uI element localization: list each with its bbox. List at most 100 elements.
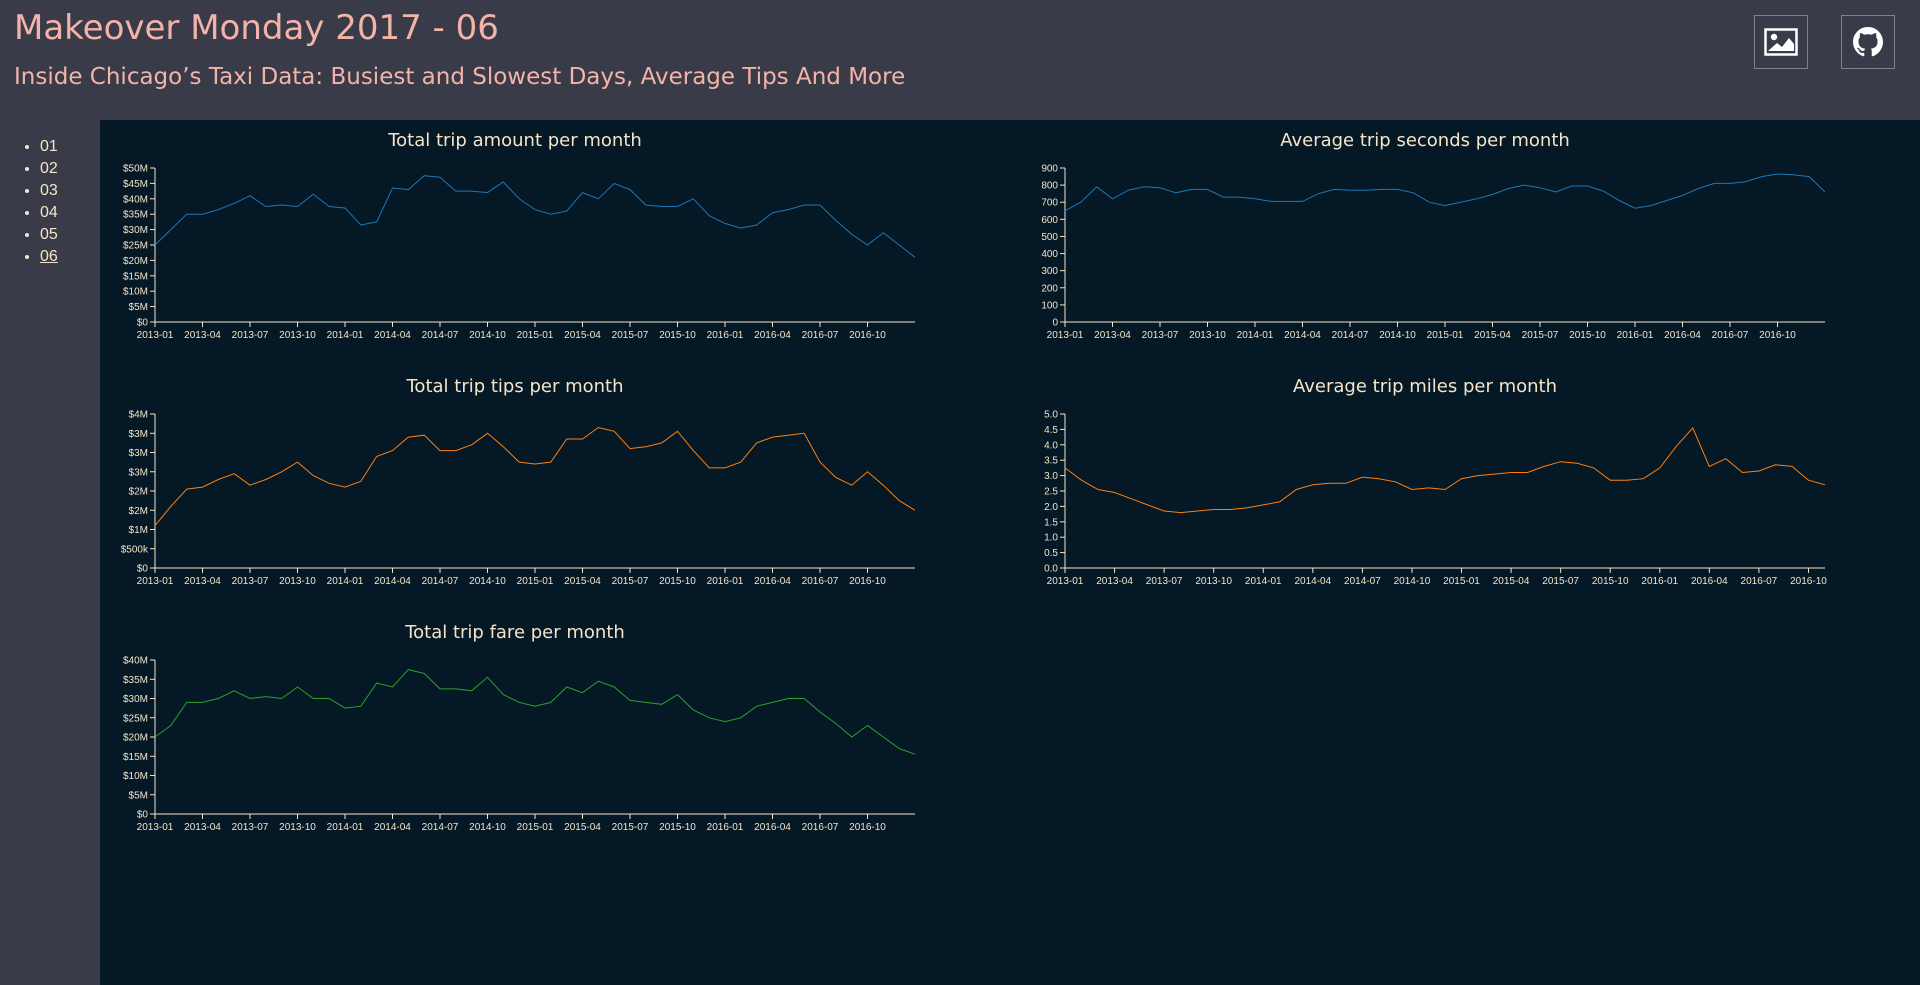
y-tick-label: 4.0 — [1044, 440, 1058, 451]
x-tick-label: 2015-01 — [1427, 330, 1464, 341]
x-tick-label: 2016-07 — [1741, 576, 1778, 587]
sidebar-item-label[interactable]: 03 — [40, 182, 58, 199]
x-tick-label: 2014-10 — [1379, 330, 1416, 341]
x-tick-label: 2015-04 — [564, 576, 601, 587]
sidebar: 01 02 03 04 05 06 — [0, 120, 100, 985]
chart-avg-seconds-svg: 0 100 200 300 400 500 600 700 800 900 2013-01 2013-… — [1041, 164, 1826, 341]
sidebar-item-label[interactable]: 01 — [40, 138, 58, 155]
y-tick-label: 1.0 — [1044, 533, 1058, 544]
x-tick-label: 2015-10 — [1592, 576, 1629, 587]
y-tick-label: 100 — [1041, 300, 1058, 311]
y-tick-label: $15M — [123, 752, 148, 763]
sidebar-item-02[interactable]: 02 — [40, 158, 100, 180]
y-tick-label: $20M — [123, 733, 148, 744]
y-tick-label: $2M — [129, 487, 148, 498]
sidebar-item-01[interactable]: 01 — [40, 136, 100, 158]
image-icon — [1764, 28, 1798, 56]
y-tick-label: 600 — [1041, 215, 1058, 226]
x-tick-label: 2014-04 — [1284, 330, 1321, 341]
x-tick-label: 2013-01 — [1047, 576, 1084, 587]
y-tick-label: 5.0 — [1044, 410, 1058, 421]
y-tick-label: $2M — [129, 506, 148, 517]
x-tick-label: 2016-01 — [1617, 330, 1654, 341]
series-line — [154, 175, 916, 258]
x-tick-label: 2016-07 — [1712, 330, 1749, 341]
chart-total-amount: Total trip amount per month $0 $5M $10M $15… — [100, 120, 930, 360]
x-tick-label: 2014-10 — [469, 330, 506, 341]
chart-title: Total trip tips per month — [406, 376, 624, 397]
x-tick-label: 2014-07 — [422, 330, 459, 341]
x-tick-label: 2014-01 — [327, 330, 364, 341]
x-tick-label: 2016-07 — [802, 822, 839, 833]
x-tick-label: 2014-04 — [374, 822, 411, 833]
y-tick-label: $3M — [129, 429, 148, 440]
y-tick-label: $1M — [129, 525, 148, 536]
x-tick-label: 2014-01 — [1237, 330, 1274, 341]
y-tick-label: 0.0 — [1044, 564, 1058, 575]
x-tick-label: 2014-04 — [374, 576, 411, 587]
x-tick-label: 2015-10 — [1569, 330, 1606, 341]
x-tick-label: 2016-04 — [754, 330, 791, 341]
x-tick-label: 2016-04 — [1691, 576, 1728, 587]
y-tick-label: $15M — [123, 271, 148, 282]
y-tick-label: $5M — [129, 790, 148, 801]
x-tick-label: 2013-04 — [184, 822, 221, 833]
github-icon — [1853, 27, 1883, 57]
x-tick-label: 2015-04 — [564, 330, 601, 341]
sidebar-item-05[interactable]: 05 — [40, 224, 100, 246]
x-tick-label: 2013-07 — [232, 822, 269, 833]
sidebar-item-03[interactable]: 03 — [40, 180, 100, 202]
x-tick-label: 2015-10 — [659, 822, 696, 833]
x-tick-label: 2013-01 — [137, 330, 174, 341]
x-tick-label: 2013-04 — [184, 576, 221, 587]
sidebar-item-label[interactable]: 04 — [40, 204, 58, 221]
x-tick-label: 2016-10 — [849, 330, 886, 341]
x-tick-label: 2013-01 — [137, 576, 174, 587]
github-button[interactable] — [1841, 15, 1895, 69]
sidebar-item-06[interactable]: 06 — [40, 246, 100, 268]
x-tick-label: 2013-04 — [184, 330, 221, 341]
y-tick-label: $0 — [137, 564, 149, 575]
x-tick-label: 2014-01 — [327, 822, 364, 833]
sidebar-item-label[interactable]: 02 — [40, 160, 58, 177]
page-header: Makeover Monday 2017 - 06 Inside Chicago… — [0, 0, 1920, 120]
y-tick-label: $5M — [129, 302, 148, 313]
series-line — [1064, 173, 1826, 212]
y-tick-label: 400 — [1041, 249, 1058, 260]
x-tick-label: 2014-07 — [1344, 576, 1381, 587]
x-tick-label: 2016-10 — [849, 576, 886, 587]
x-tick-label: 2014-01 — [327, 576, 364, 587]
y-tick-label: $3M — [129, 467, 148, 478]
y-tick-label: 900 — [1041, 164, 1058, 175]
y-tick-label: $500k — [121, 544, 149, 555]
chart-avg-miles: Average trip miles per month 0.0 0.5 1.0 1.… — [1010, 366, 1840, 606]
x-tick-label: 2014-04 — [374, 330, 411, 341]
y-tick-label: 4.5 — [1044, 425, 1058, 436]
x-tick-label: 2015-10 — [659, 576, 696, 587]
chart-total-tips-svg: $0 $500k $1M $2M $2M $3M $3M $3M $4M 2013-01 2013-… — [121, 410, 916, 587]
y-tick-label: $25M — [123, 241, 148, 252]
x-tick-label: 2013-07 — [232, 330, 269, 341]
x-tick-label: 2013-10 — [279, 330, 316, 341]
y-tick-label: 1.5 — [1044, 517, 1058, 528]
chart-total-tips: Total trip tips per month $0 $500k $1M $2M $… — [100, 366, 930, 606]
image-button[interactable] — [1754, 15, 1808, 69]
x-tick-label: 2016-10 — [1790, 576, 1827, 587]
x-tick-label: 2014-01 — [1245, 576, 1282, 587]
chart-avg-seconds: Average trip seconds per month 0 100 200 30… — [1010, 120, 1840, 360]
x-tick-label: 2016-01 — [707, 576, 744, 587]
series-line — [154, 426, 916, 527]
y-tick-label: $25M — [123, 713, 148, 724]
y-tick-label: $10M — [123, 287, 148, 298]
y-tick-label: $45M — [123, 179, 148, 190]
x-tick-label: 2015-10 — [659, 330, 696, 341]
x-tick-label: 2015-07 — [612, 330, 649, 341]
chart-title: Total trip amount per month — [388, 130, 642, 151]
x-tick-label: 2016-07 — [802, 330, 839, 341]
x-tick-label: 2013-10 — [279, 822, 316, 833]
y-tick-label: $40M — [123, 656, 148, 667]
sidebar-item-label[interactable]: 06 — [40, 248, 58, 265]
x-tick-label: 2013-01 — [137, 822, 174, 833]
sidebar-item-04[interactable]: 04 — [40, 202, 100, 224]
sidebar-item-label[interactable]: 05 — [40, 226, 58, 243]
